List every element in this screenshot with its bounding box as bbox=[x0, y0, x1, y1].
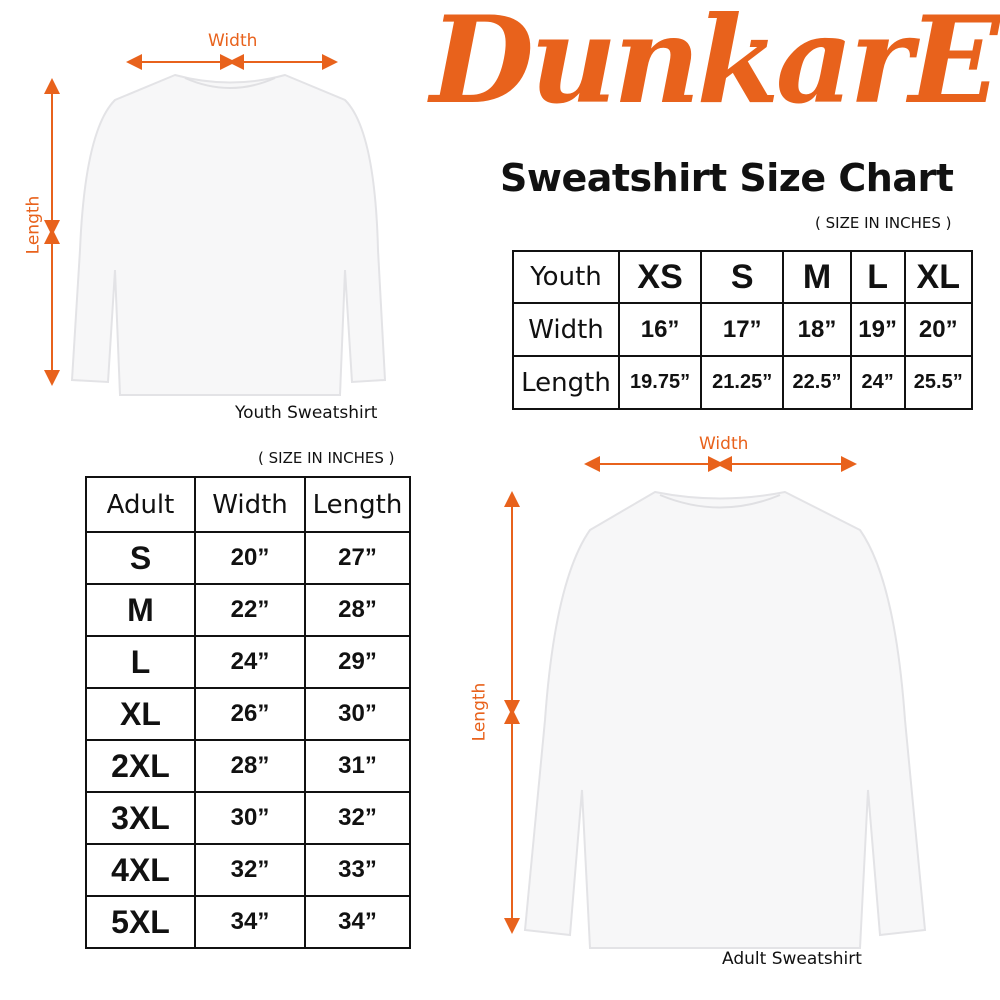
table-row: 5XL 34” 34” bbox=[85, 895, 411, 949]
youth-units-note: ( SIZE IN INCHES ) bbox=[815, 214, 952, 232]
table-row: 4XL 32” 33” bbox=[85, 843, 411, 897]
table-row: Youth XS S M L XL bbox=[512, 250, 974, 304]
size-cell: 3XL bbox=[85, 791, 196, 845]
header-cell: Youth bbox=[512, 250, 620, 304]
cell: 18” bbox=[782, 302, 852, 357]
cell: 20” bbox=[903, 302, 974, 357]
cell: 34” bbox=[194, 895, 306, 949]
size-cell: 2XL bbox=[85, 739, 196, 793]
cell: 34” bbox=[304, 895, 411, 949]
table-row: 2XL 28” 31” bbox=[85, 739, 411, 793]
youth-width-label: Width bbox=[208, 31, 258, 51]
size-cell: S bbox=[85, 531, 196, 585]
cell: 28” bbox=[304, 583, 411, 637]
adult-units-note: ( SIZE IN INCHES ) bbox=[258, 449, 395, 467]
adult-width-label: Width bbox=[699, 434, 749, 454]
cell: 32” bbox=[304, 791, 411, 845]
page-title: Sweatshirt Size Chart bbox=[500, 156, 954, 200]
cell: 20” bbox=[194, 531, 306, 585]
table-row: Length 19.75” 21.25” 22.5” 24” 25.5” bbox=[512, 355, 974, 410]
header-cell: Adult bbox=[85, 476, 196, 533]
size-cell: M bbox=[85, 583, 196, 637]
cell: 19.75” bbox=[617, 355, 703, 410]
cell: 26” bbox=[194, 687, 306, 741]
header-cell: XL bbox=[903, 250, 974, 304]
cell: 22” bbox=[194, 583, 306, 637]
header-cell: L bbox=[849, 250, 906, 304]
cell: 19” bbox=[849, 302, 906, 357]
cell: 17” bbox=[700, 302, 785, 357]
table-row: Adult Width Length bbox=[85, 476, 411, 533]
header-cell: Width bbox=[194, 476, 306, 533]
youth-length-label: Length bbox=[23, 195, 44, 255]
table-row: S 20” 27” bbox=[85, 531, 411, 585]
header-cell: M bbox=[782, 250, 852, 304]
cell: 24” bbox=[849, 355, 906, 410]
cell: 25.5” bbox=[903, 355, 974, 410]
cell: 31” bbox=[304, 739, 411, 793]
adult-length-label: Length bbox=[469, 682, 490, 742]
table-row: XL 26” 30” bbox=[85, 687, 411, 741]
adult-sweatshirt-image bbox=[523, 490, 927, 949]
brand-logo: DunkarE bbox=[430, 0, 1000, 131]
adult-caption: Adult Sweatshirt bbox=[722, 949, 862, 969]
cell: 33” bbox=[304, 843, 411, 897]
cell: 21.25” bbox=[700, 355, 785, 410]
cell: 22.5” bbox=[782, 355, 852, 410]
table-row: L 24” 29” bbox=[85, 635, 411, 689]
cell: 16” bbox=[617, 302, 703, 357]
youth-caption: Youth Sweatshirt bbox=[235, 403, 378, 423]
header-cell: S bbox=[700, 250, 785, 304]
table-row: 3XL 30” 32” bbox=[85, 791, 411, 845]
cell: 32” bbox=[194, 843, 306, 897]
cell: 24” bbox=[194, 635, 306, 689]
size-cell: L bbox=[85, 635, 196, 689]
row-label: Width bbox=[512, 302, 620, 357]
adult-size-table: Adult Width Length S 20” 27” M 22” 28” L 24” 29”… bbox=[85, 476, 411, 949]
cell: 30” bbox=[304, 687, 411, 741]
row-label: Length bbox=[512, 355, 620, 410]
header-cell: Length bbox=[304, 476, 411, 533]
header-cell: XS bbox=[617, 250, 703, 304]
cell: 29” bbox=[304, 635, 411, 689]
size-cell: 5XL bbox=[85, 895, 196, 949]
cell: 30” bbox=[194, 791, 306, 845]
size-cell: XL bbox=[85, 687, 196, 741]
cell: 28” bbox=[194, 739, 306, 793]
size-cell: 4XL bbox=[85, 843, 196, 897]
table-row: M 22” 28” bbox=[85, 583, 411, 637]
cell: 27” bbox=[304, 531, 411, 585]
youth-size-table: Youth XS S M L XL Width 16” 17” 18” 19” … bbox=[512, 250, 974, 410]
table-row: Width 16” 17” 18” 19” 20” bbox=[512, 302, 974, 357]
youth-sweatshirt-image bbox=[70, 73, 387, 396]
